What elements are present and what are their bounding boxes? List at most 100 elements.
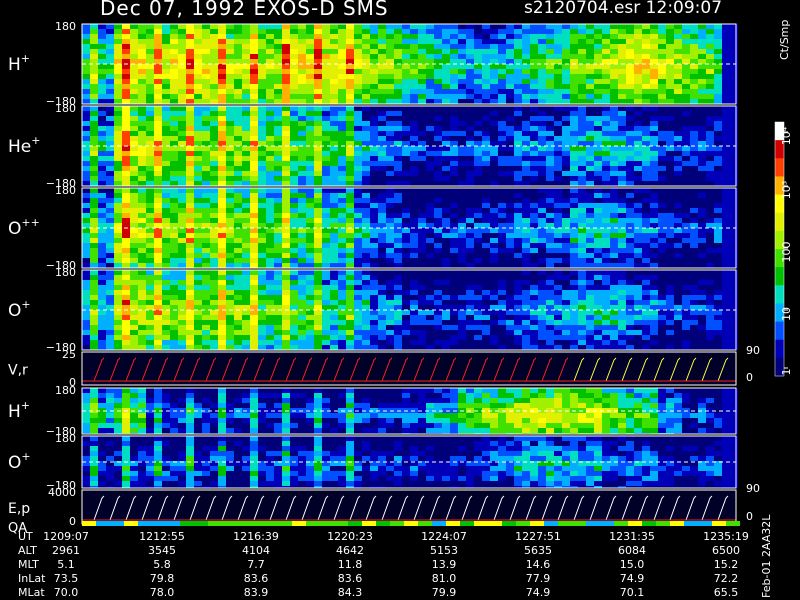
heatmap-cell: [498, 181, 506, 186]
heatmap-cell: [306, 248, 314, 253]
heatmap-cell: [82, 141, 90, 146]
heatmap-cell: [90, 49, 98, 54]
heatmap-cell: [570, 315, 578, 320]
heatmap-cell: [186, 218, 194, 223]
heatmap-cell: [186, 340, 194, 345]
heatmap-cell: [218, 34, 226, 39]
heatmap-cell: [450, 233, 458, 238]
heatmap-cell: [554, 295, 562, 300]
heatmap-cell: [162, 208, 170, 213]
heatmap-cell: [458, 238, 466, 243]
heatmap-cell: [218, 44, 226, 49]
heatmap-cell: [82, 131, 90, 136]
heatmap-cell: [146, 248, 154, 253]
heatmap-cell: [122, 131, 130, 136]
heatmap-cell: [698, 64, 706, 69]
heatmap-cell: [170, 64, 178, 69]
heatmap-cell: [458, 166, 466, 171]
heatmap-cell: [658, 171, 666, 176]
heatmap-cell: [514, 188, 522, 193]
heatmap-cell: [418, 285, 426, 290]
heatmap-cell: [114, 161, 122, 166]
heatmap-cell: [650, 59, 658, 64]
heatmap-cell: [234, 270, 242, 275]
heatmap-cell: [450, 275, 458, 280]
heatmap-cell: [194, 49, 202, 54]
heatmap-cell: [458, 310, 466, 315]
heatmap-cell: [154, 69, 162, 74]
heatmap-cell: [210, 44, 218, 49]
heatmap-cell: [714, 263, 722, 268]
heatmap-cell: [514, 69, 522, 74]
heatmap-cell: [258, 300, 266, 305]
heatmap-cell: [602, 99, 610, 104]
heatmap-cell: [386, 136, 394, 141]
heatmap-cell: [586, 99, 594, 104]
heatmap-cell: [538, 253, 546, 258]
heatmap-cell: [226, 218, 234, 223]
heatmap-cell: [666, 116, 674, 121]
heatmap-cell: [522, 285, 530, 290]
heatmap-cell: [458, 54, 466, 59]
heatmap-cell: [346, 121, 354, 126]
heatmap-cell: [282, 79, 290, 84]
heatmap-cell: [538, 258, 546, 263]
heatmap-cell: [546, 258, 554, 263]
heatmap-cell: [682, 161, 690, 166]
heatmap-cell: [522, 44, 530, 49]
heatmap-cell: [458, 305, 466, 310]
heatmap-cell: [530, 176, 538, 181]
heatmap-cell: [458, 335, 466, 340]
heatmap-cell: [602, 151, 610, 156]
heatmap-cell: [290, 253, 298, 258]
heatmap-cell: [122, 106, 130, 111]
heatmap-cell: [562, 111, 570, 116]
heatmap-cell: [722, 176, 730, 181]
heatmap-cell: [530, 253, 538, 258]
heatmap-cell: [442, 79, 450, 84]
heatmap-cell: [578, 243, 586, 248]
heatmap-cell: [730, 166, 738, 171]
heatmap-cell: [226, 141, 234, 146]
heatmap-cell: [714, 111, 722, 116]
heatmap-cell: [250, 146, 258, 151]
heatmap-cell: [330, 223, 338, 228]
heatmap-cell: [482, 74, 490, 79]
heatmap-cell: [378, 305, 386, 310]
heatmap-cell: [322, 84, 330, 89]
heatmap-cell: [458, 320, 466, 325]
heatmap-cell: [210, 131, 218, 136]
heatmap-cell: [506, 156, 514, 161]
heatmap-cell: [114, 136, 122, 141]
heatmap-cell: [322, 151, 330, 156]
heatmap-cell: [322, 24, 330, 29]
heatmap-cell: [530, 228, 538, 233]
heatmap-cell: [130, 223, 138, 228]
heatmap-cell: [98, 106, 106, 111]
heatmap-cell: [522, 325, 530, 330]
heatmap-cell: [114, 151, 122, 156]
heatmap-cell: [490, 325, 498, 330]
heatmap-cell: [490, 243, 498, 248]
heatmap-cell: [618, 233, 626, 238]
heatmap-cell: [338, 34, 346, 39]
heatmap-cell: [338, 39, 346, 44]
heatmap-cell: [682, 59, 690, 64]
heatmap-cell: [562, 131, 570, 136]
heatmap-cell: [610, 253, 618, 258]
heatmap-cell: [194, 111, 202, 116]
panel-label: He+: [8, 134, 40, 157]
heatmap-cell: [226, 198, 234, 203]
heatmap-cell: [138, 340, 146, 345]
heatmap-cell: [234, 253, 242, 258]
heatmap-cell: [450, 126, 458, 131]
heatmap-cell: [122, 203, 130, 208]
ytick-top: 180: [55, 102, 76, 115]
heatmap-cell: [258, 280, 266, 285]
heatmap-cell: [242, 315, 250, 320]
heatmap-cell: [130, 121, 138, 126]
heatmap-cell: [178, 330, 186, 335]
heatmap-cell: [202, 228, 210, 233]
heatmap-cell: [234, 131, 242, 136]
heatmap-cell: [410, 39, 418, 44]
